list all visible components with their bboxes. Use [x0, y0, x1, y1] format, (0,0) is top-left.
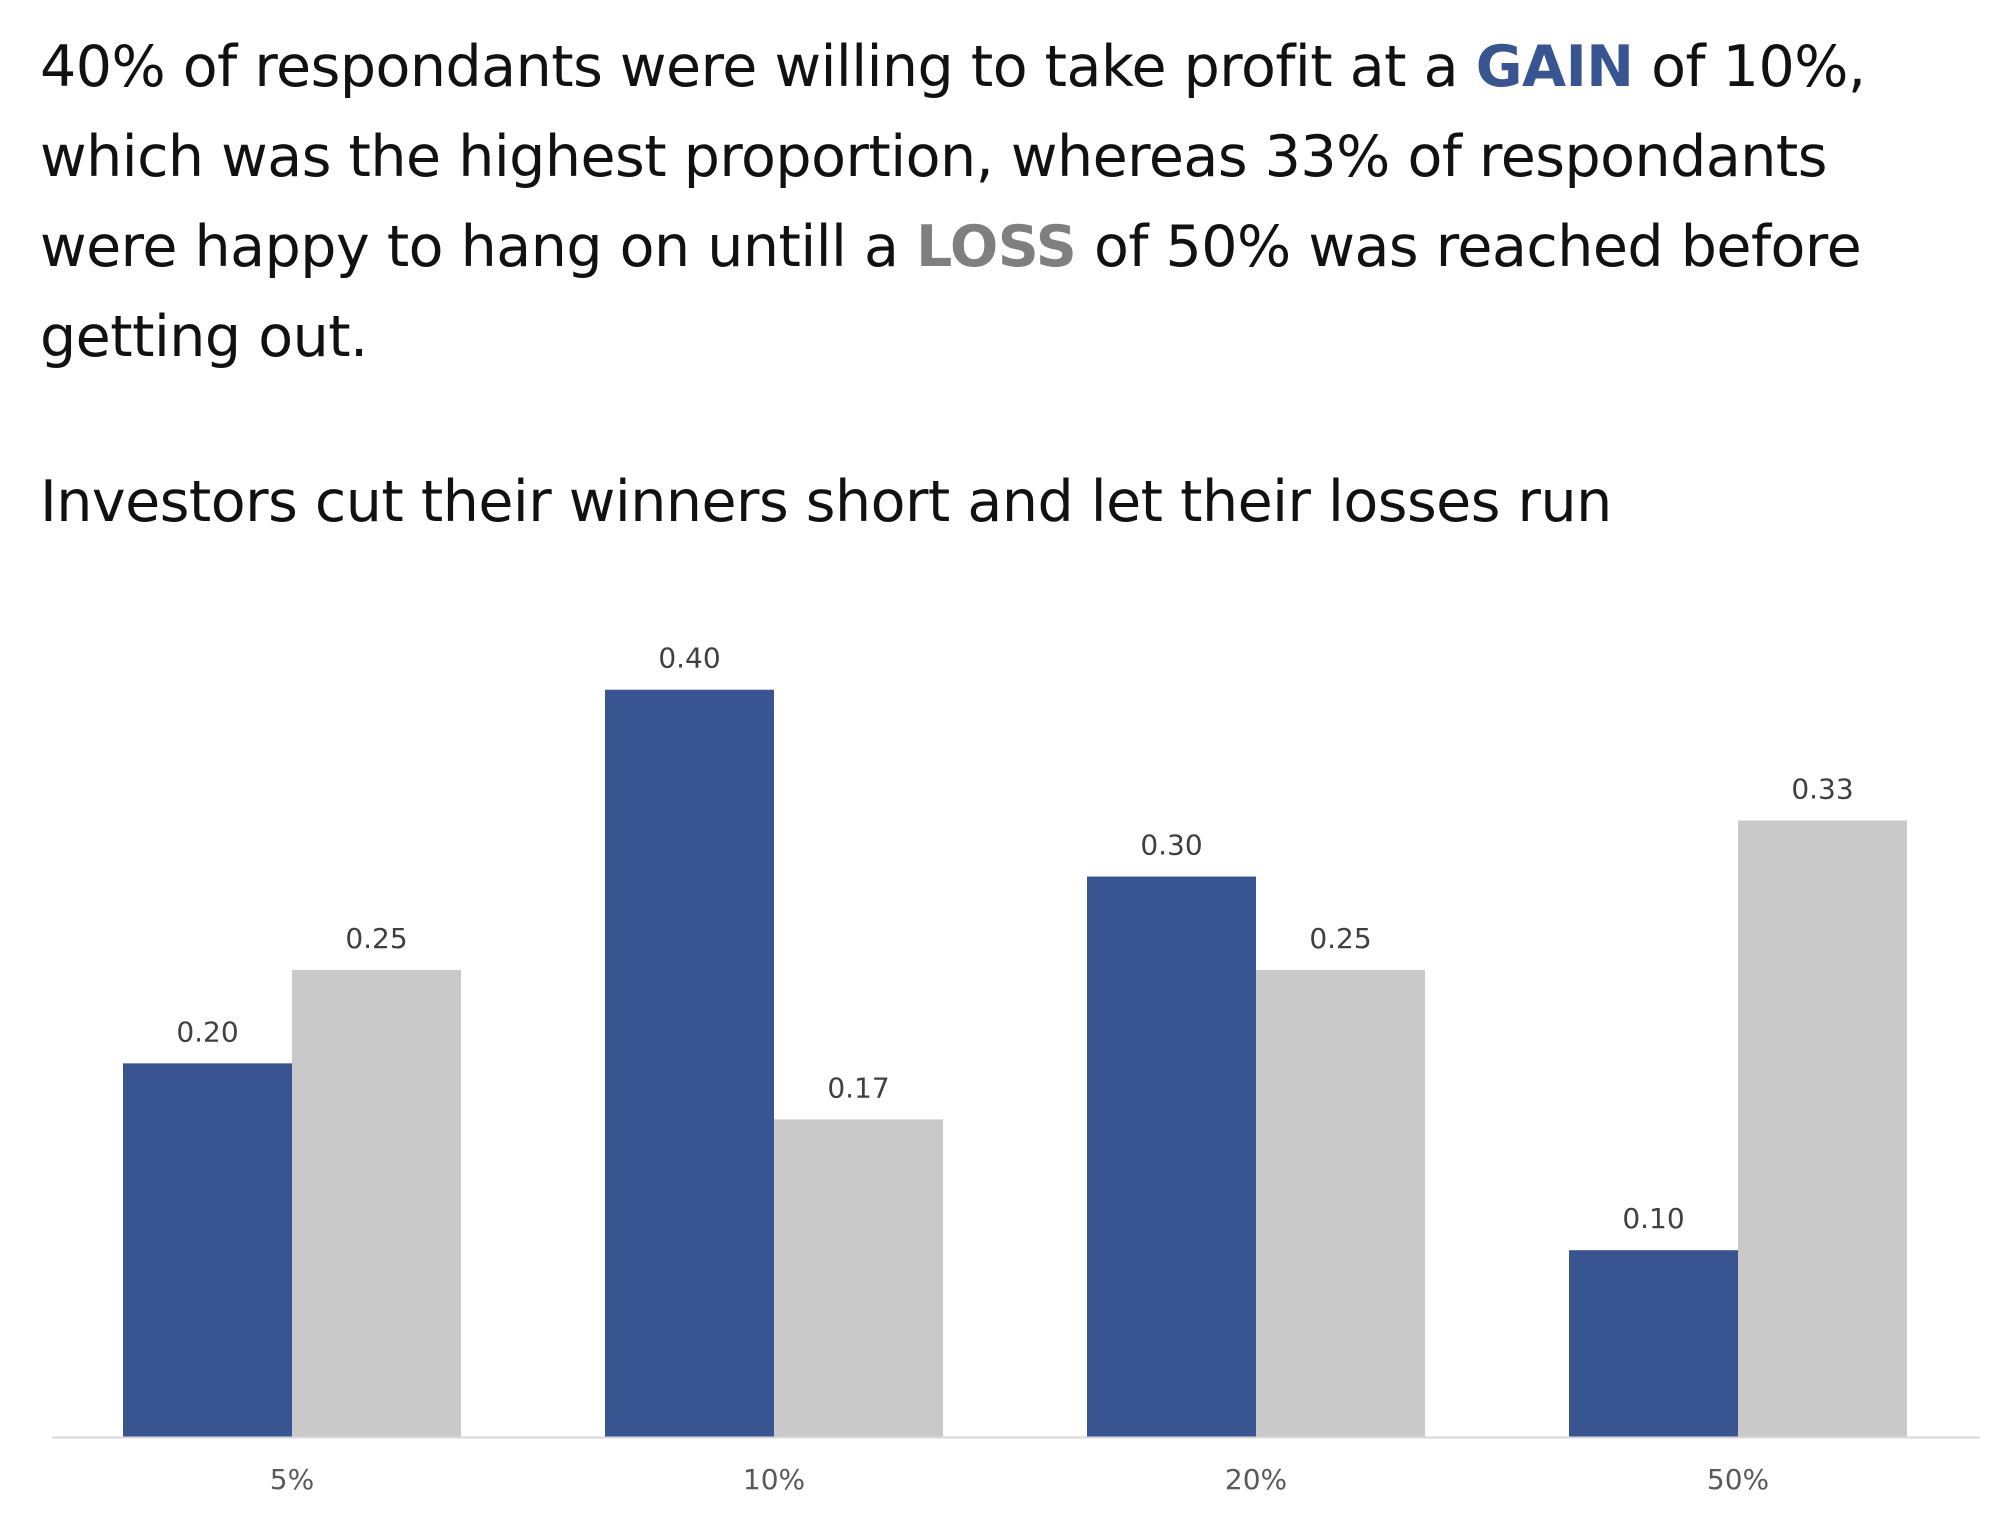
- narrative-part-2: of 10%, which was the highest proportion…: [40, 34, 1866, 280]
- bar-loss-2: [774, 1119, 943, 1437]
- bar-gain-2: [605, 689, 774, 1437]
- narrative-part-3: of 50% was reached before getting out.: [40, 214, 1862, 370]
- data-label-gain-2: 0.40: [658, 642, 720, 675]
- x-tick-label-1: 5%: [270, 1463, 314, 1496]
- x-tick-labels-group: 5% 10% 20% 50%: [270, 1463, 1769, 1496]
- x-tick-label-3: 20%: [1225, 1463, 1287, 1496]
- x-tick-label-2: 10%: [743, 1463, 805, 1496]
- chart-title: Investors cut their winners short and le…: [40, 469, 1612, 535]
- data-label-gain-1: 0.20: [176, 1015, 238, 1048]
- data-label-loss-1: 0.25: [345, 922, 407, 955]
- bar-loss-4: [1738, 820, 1907, 1437]
- narrative-text: 40% of respondants were willing to take …: [40, 22, 1960, 382]
- data-label-loss-4: 0.33: [1791, 773, 1853, 806]
- x-tick-label-4: 50%: [1707, 1463, 1769, 1496]
- bar-loss-3: [1256, 969, 1425, 1437]
- data-label-gain-4: 0.10: [1622, 1202, 1684, 1235]
- bars-group: [123, 689, 1907, 1437]
- data-label-loss-2: 0.17: [827, 1071, 889, 1104]
- gain-highlight: GAIN: [1475, 34, 1634, 100]
- bar-gain-4: [1569, 1250, 1738, 1437]
- data-labels-group: 0.20 0.25 0.40 0.17 0.30 0.25 0.10 0.33: [176, 642, 1853, 1235]
- bar-gain-1: [123, 1063, 292, 1437]
- bar-gain-3: [1087, 876, 1256, 1437]
- bar-loss-1: [292, 969, 461, 1437]
- loss-highlight: LOSS: [916, 214, 1077, 280]
- data-label-gain-3: 0.30: [1140, 829, 1202, 862]
- narrative-part-1: 40% of respondants were willing to take …: [40, 34, 1476, 100]
- data-label-loss-3: 0.25: [1309, 922, 1371, 955]
